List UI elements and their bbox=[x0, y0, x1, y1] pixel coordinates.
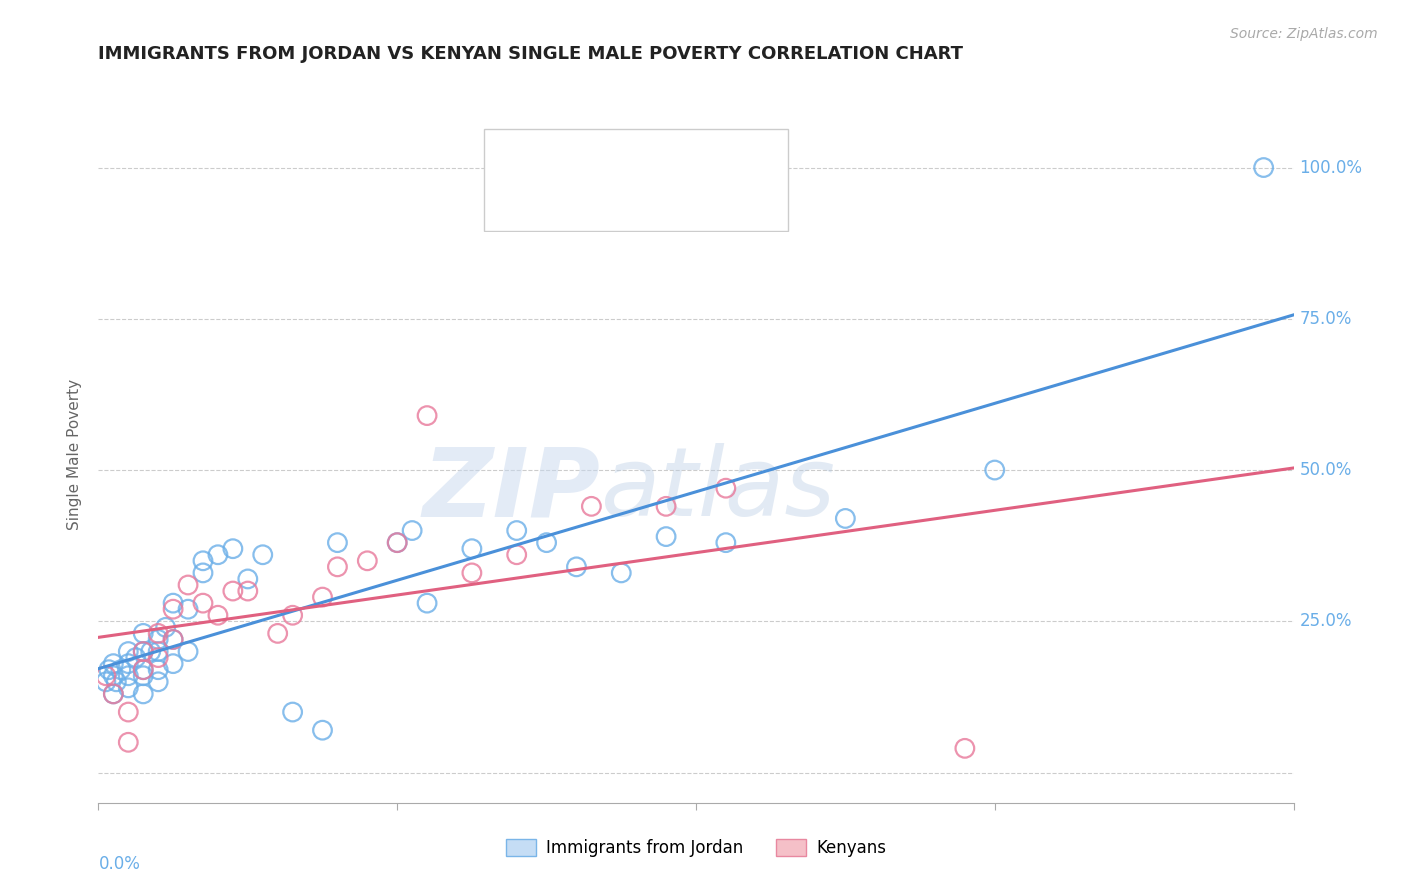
Point bbox=[191, 566, 214, 580]
Point bbox=[105, 674, 128, 689]
Point bbox=[983, 463, 1005, 477]
Point bbox=[162, 632, 184, 647]
Point bbox=[132, 644, 155, 658]
Text: N = 28: N = 28 bbox=[679, 195, 748, 213]
Point bbox=[385, 535, 409, 549]
Point bbox=[117, 681, 139, 695]
Point bbox=[94, 669, 117, 683]
Point bbox=[461, 566, 484, 580]
Point bbox=[132, 644, 155, 658]
Point bbox=[252, 548, 274, 562]
Point bbox=[267, 626, 290, 640]
Point bbox=[610, 566, 633, 580]
Point bbox=[714, 535, 737, 549]
Point bbox=[148, 674, 170, 689]
Point bbox=[132, 669, 155, 683]
Point bbox=[714, 481, 737, 495]
Point bbox=[281, 705, 304, 719]
Point bbox=[655, 500, 678, 514]
Point bbox=[177, 602, 200, 616]
Point bbox=[191, 596, 214, 610]
Point bbox=[222, 584, 245, 599]
Y-axis label: Single Male Poverty: Single Male Poverty bbox=[67, 379, 83, 531]
Point bbox=[117, 705, 139, 719]
Point bbox=[103, 687, 125, 701]
Point bbox=[162, 602, 184, 616]
Point bbox=[148, 644, 170, 658]
Point bbox=[132, 663, 155, 677]
Point bbox=[110, 663, 132, 677]
Point bbox=[132, 663, 155, 677]
Point bbox=[132, 687, 155, 701]
Point bbox=[177, 644, 200, 658]
Text: 100.0%: 100.0% bbox=[1299, 159, 1362, 177]
Point bbox=[416, 596, 439, 610]
Point bbox=[655, 530, 678, 544]
Text: atlas: atlas bbox=[600, 443, 835, 536]
Point bbox=[401, 524, 423, 538]
Text: N = 50: N = 50 bbox=[679, 147, 747, 165]
Point bbox=[581, 500, 603, 514]
Text: R = 0.622: R = 0.622 bbox=[546, 195, 630, 213]
Point bbox=[148, 663, 170, 677]
Point bbox=[311, 723, 333, 738]
Legend: Immigrants from Jordan, Kenyans: Immigrants from Jordan, Kenyans bbox=[499, 832, 893, 864]
Point bbox=[506, 548, 529, 562]
Point bbox=[103, 657, 125, 671]
Point bbox=[148, 650, 170, 665]
Point bbox=[94, 674, 117, 689]
Point bbox=[311, 590, 333, 604]
Point bbox=[222, 541, 245, 556]
Point bbox=[162, 596, 184, 610]
Point bbox=[162, 657, 184, 671]
Point bbox=[953, 741, 976, 756]
Text: 75.0%: 75.0% bbox=[1299, 310, 1353, 327]
Point bbox=[834, 511, 856, 525]
Point bbox=[236, 584, 259, 599]
Point bbox=[281, 608, 304, 623]
Point bbox=[103, 687, 125, 701]
Point bbox=[177, 578, 200, 592]
Text: R = 0.733: R = 0.733 bbox=[546, 147, 630, 165]
Point bbox=[326, 535, 349, 549]
Point bbox=[236, 572, 259, 586]
Point bbox=[125, 650, 148, 665]
Point bbox=[117, 644, 139, 658]
Point bbox=[416, 409, 439, 423]
Point bbox=[117, 669, 139, 683]
Point bbox=[207, 548, 229, 562]
Text: Source: ZipAtlas.com: Source: ZipAtlas.com bbox=[1230, 27, 1378, 41]
Point bbox=[356, 554, 378, 568]
Point bbox=[139, 644, 162, 658]
FancyBboxPatch shape bbox=[496, 187, 537, 222]
FancyBboxPatch shape bbox=[484, 129, 789, 231]
Point bbox=[148, 626, 170, 640]
Point bbox=[461, 541, 484, 556]
Point bbox=[536, 535, 558, 549]
Point bbox=[117, 657, 139, 671]
Point bbox=[1253, 161, 1275, 175]
Point bbox=[565, 559, 588, 574]
Text: 0.0%: 0.0% bbox=[98, 855, 141, 873]
Point bbox=[326, 559, 349, 574]
Point bbox=[97, 663, 120, 677]
Point bbox=[103, 669, 125, 683]
Point bbox=[191, 554, 214, 568]
FancyBboxPatch shape bbox=[496, 138, 537, 173]
Text: IMMIGRANTS FROM JORDAN VS KENYAN SINGLE MALE POVERTY CORRELATION CHART: IMMIGRANTS FROM JORDAN VS KENYAN SINGLE … bbox=[98, 45, 963, 62]
Point bbox=[148, 632, 170, 647]
Point bbox=[117, 735, 139, 749]
Point bbox=[207, 608, 229, 623]
Point bbox=[162, 632, 184, 647]
Point bbox=[506, 524, 529, 538]
Text: ZIP: ZIP bbox=[422, 443, 600, 536]
Text: 50.0%: 50.0% bbox=[1299, 461, 1353, 479]
Point bbox=[385, 535, 409, 549]
Point bbox=[132, 626, 155, 640]
Point bbox=[155, 620, 177, 634]
Text: 25.0%: 25.0% bbox=[1299, 612, 1353, 631]
